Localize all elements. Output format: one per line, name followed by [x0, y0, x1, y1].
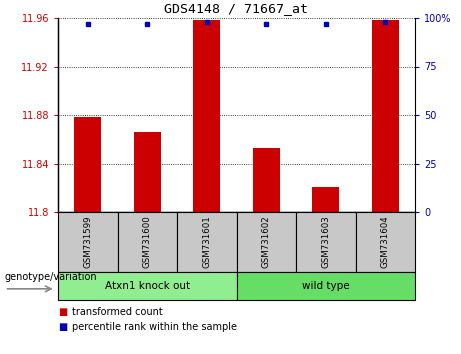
Bar [58, 272, 236, 300]
Text: transformed count: transformed count [72, 307, 163, 317]
Title: GDS4148 / 71667_at: GDS4148 / 71667_at [165, 2, 308, 16]
Bar [253, 148, 280, 212]
Bar [313, 187, 339, 212]
Bar [74, 118, 101, 212]
Bar [372, 21, 399, 212]
Bar [296, 212, 355, 272]
Bar [355, 212, 415, 272]
Bar [193, 21, 220, 212]
Text: GSM731600: GSM731600 [143, 216, 152, 268]
Text: Atxn1 knock out: Atxn1 knock out [105, 281, 190, 291]
Text: GSM731602: GSM731602 [262, 216, 271, 268]
Text: ■: ■ [58, 307, 67, 317]
Bar [177, 212, 236, 272]
Text: GSM731603: GSM731603 [321, 216, 330, 268]
Bar [118, 212, 177, 272]
Bar [236, 212, 296, 272]
Bar [58, 212, 118, 272]
Text: GSM731601: GSM731601 [202, 216, 211, 268]
Bar [236, 272, 415, 300]
Text: percentile rank within the sample: percentile rank within the sample [72, 322, 237, 332]
Text: wild type: wild type [302, 281, 349, 291]
Text: GSM731599: GSM731599 [83, 216, 92, 268]
Text: genotype/variation: genotype/variation [5, 273, 97, 282]
Text: ■: ■ [58, 322, 67, 332]
Bar [134, 132, 160, 212]
Text: GSM731604: GSM731604 [381, 216, 390, 268]
